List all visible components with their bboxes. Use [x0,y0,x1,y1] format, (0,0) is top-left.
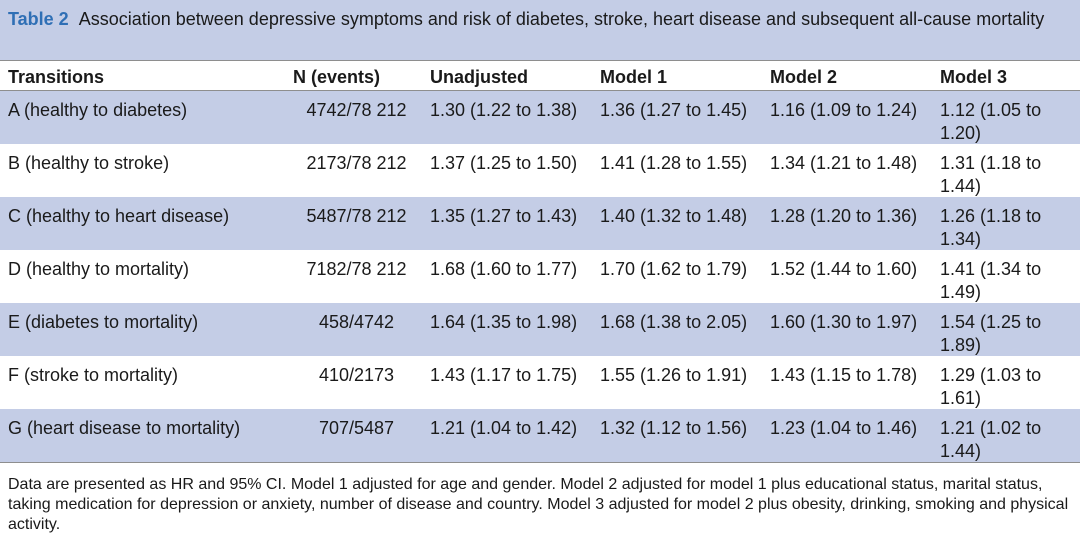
unadjusted-cell: 1.21 (1.04 to 1.42) [430,418,578,438]
n-events-cell: 7182/78 212 [306,259,407,279]
n-events-cell: 5487/78 212 [306,206,407,226]
model-2-cell: 1.60 (1.30 to 1.97) [770,312,918,332]
transition-cell: E (diabetes to mortality) [8,312,199,332]
model-3-cell: 1.29 (1.03 to 1.61) [940,365,1042,408]
header-model-2: Model 2 [770,60,940,91]
table-caption: Table 2 Association between depressive sy… [0,0,1080,60]
table-row: D (healthy to mortality) 7182/78 212 1.6… [0,250,1080,303]
unadjusted-cell: 1.37 (1.25 to 1.50) [430,153,578,173]
transition-cell: C (healthy to heart disease) [8,206,230,226]
model-2-cell: 1.43 (1.15 to 1.78) [770,365,918,385]
model-1-cell: 1.40 (1.32 to 1.48) [600,206,748,226]
unadjusted-cell: 1.64 (1.35 to 1.98) [430,312,578,332]
model-2-cell: 1.16 (1.09 to 1.24) [770,100,918,120]
header-model-3: Model 3 [940,60,1080,91]
n-events-cell: 4742/78 212 [306,100,407,120]
model-2-cell: 1.34 (1.21 to 1.48) [770,153,918,173]
transition-cell: D (healthy to mortality) [8,259,190,279]
transition-cell: B (healthy to stroke) [8,153,170,173]
n-events-cell: 707/5487 [318,418,395,438]
transition-cell: G (heart disease to mortality) [8,418,241,438]
n-events-cell: 2173/78 212 [306,153,407,173]
model-1-cell: 1.32 (1.12 to 1.56) [600,418,748,438]
model-1-cell: 1.41 (1.28 to 1.55) [600,153,748,173]
model-1-cell: 1.70 (1.62 to 1.79) [600,259,748,279]
table-row: G (heart disease to mortality) 707/5487 … [0,409,1080,463]
model-2-cell: 1.28 (1.20 to 1.36) [770,206,918,226]
header-model-1: Model 1 [600,60,770,91]
model-1-cell: 1.55 (1.26 to 1.91) [600,365,748,385]
header-unadjusted: Unadjusted [430,60,600,91]
table-row: E (diabetes to mortality) 458/4742 1.64 … [0,303,1080,356]
unadjusted-cell: 1.43 (1.17 to 1.75) [430,365,578,385]
model-3-cell: 1.21 (1.02 to 1.44) [940,418,1042,461]
n-events-cell: 410/2173 [318,365,395,385]
transition-cell: F (stroke to mortality) [8,365,179,385]
model-3-cell: 1.26 (1.18 to 1.34) [940,206,1042,249]
table-footnote: Data are presented as HR and 95% CI. Mod… [8,476,1069,533]
header-transitions: Transitions [0,60,293,91]
table-number: Table 2 [8,9,69,29]
model-3-cell: 1.54 (1.25 to 1.89) [940,312,1042,355]
transition-cell: A (healthy to diabetes) [8,100,188,120]
model-2-cell: 1.52 (1.44 to 1.60) [770,259,918,279]
table-row: F (stroke to mortality) 410/2173 1.43 (1… [0,356,1080,409]
unadjusted-cell: 1.30 (1.22 to 1.38) [430,100,578,120]
n-events-cell: 458/4742 [318,312,395,332]
header-n-events: N (events) [293,60,430,91]
table-title: Association between depressive symptoms … [78,9,1045,29]
model-3-cell: 1.12 (1.05 to 1.20) [940,100,1042,143]
table-row: C (healthy to heart disease) 5487/78 212… [0,197,1080,250]
unadjusted-cell: 1.35 (1.27 to 1.43) [430,206,578,226]
model-1-cell: 1.68 (1.38 to 2.05) [600,312,748,332]
model-3-cell: 1.31 (1.18 to 1.44) [940,153,1042,196]
results-table: Transitions N (events) Unadjusted Model … [0,60,1080,463]
model-1-cell: 1.36 (1.27 to 1.45) [600,100,748,120]
model-3-cell: 1.41 (1.34 to 1.49) [940,259,1042,302]
table-row: B (healthy to stroke) 2173/78 212 1.37 (… [0,144,1080,197]
table-header-row: Transitions N (events) Unadjusted Model … [0,60,1080,91]
table-row: A (healthy to diabetes) 4742/78 212 1.30… [0,90,1080,144]
unadjusted-cell: 1.68 (1.60 to 1.77) [430,259,578,279]
model-2-cell: 1.23 (1.04 to 1.46) [770,418,918,438]
